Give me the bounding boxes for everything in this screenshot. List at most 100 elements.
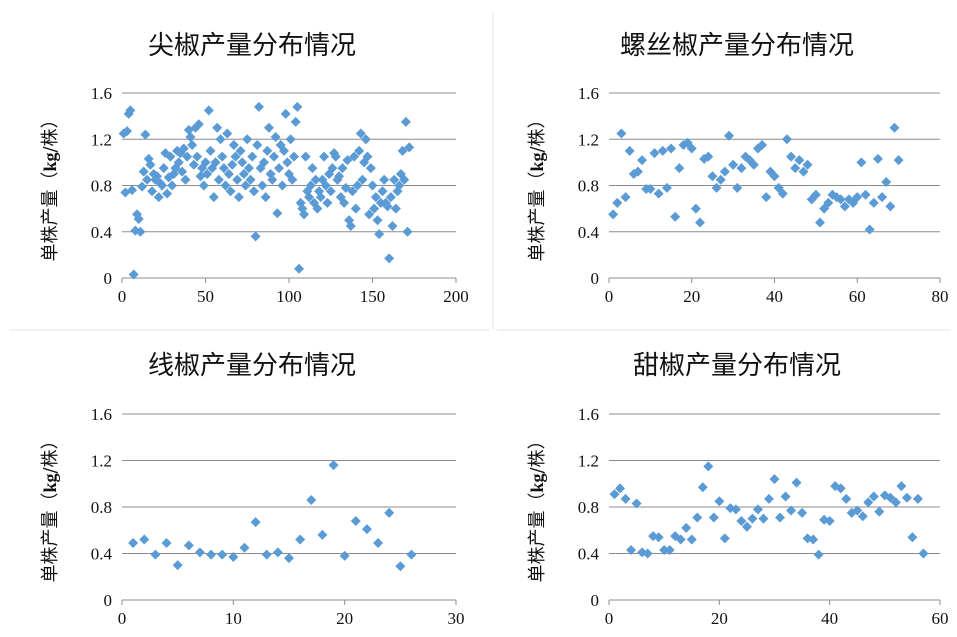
- data-point: [352, 180, 363, 191]
- data-point: [703, 151, 714, 162]
- data-point: [777, 188, 788, 199]
- x-tick-label: 40: [821, 609, 838, 628]
- data-point: [364, 209, 375, 220]
- x-tick-label: 80: [932, 287, 949, 306]
- data-point: [252, 140, 263, 151]
- data-point: [400, 116, 411, 127]
- data-point: [808, 534, 819, 545]
- x-tick-label: 150: [360, 287, 386, 306]
- data-point: [157, 180, 168, 191]
- data-point: [775, 512, 786, 523]
- data-point: [661, 182, 672, 193]
- data-point: [815, 217, 826, 228]
- data-point: [247, 151, 258, 162]
- data-point: [881, 177, 892, 188]
- data-point: [874, 506, 885, 517]
- data-point: [790, 163, 801, 174]
- data-point: [317, 529, 328, 540]
- data-point: [137, 181, 148, 192]
- chart-title: 线椒产量分布情况: [148, 351, 356, 381]
- data-point: [664, 545, 675, 556]
- data-point: [823, 197, 834, 208]
- data-point: [213, 174, 224, 185]
- data-point: [375, 197, 386, 208]
- data-point: [277, 180, 288, 191]
- data-point: [339, 550, 350, 561]
- data-point: [781, 134, 792, 145]
- data-point: [736, 515, 747, 526]
- data-point: [295, 534, 306, 545]
- data-point: [230, 151, 241, 162]
- data-point: [653, 532, 664, 543]
- data-point: [868, 491, 879, 502]
- chart-panel-2: 螺丝椒产量分布情况 0 0.4 0.8 1.2 1.6 0 20 40 60 80 单株产量（kg/株…: [527, 31, 949, 306]
- data-point: [337, 163, 348, 174]
- data-point: [397, 145, 408, 156]
- y-tick-label: 0.4: [91, 223, 113, 242]
- x-tick-label: 60: [849, 287, 866, 306]
- data-point: [872, 153, 883, 164]
- data-point: [741, 521, 752, 532]
- data-point: [719, 166, 730, 177]
- data-point: [268, 151, 279, 162]
- data-point: [616, 128, 627, 139]
- data-point: [761, 192, 772, 203]
- data-point: [215, 134, 226, 145]
- data-point: [659, 545, 670, 556]
- y-tick-label: 1.2: [91, 452, 112, 471]
- data-point: [379, 174, 390, 185]
- data-point: [852, 192, 863, 203]
- data-point: [612, 197, 623, 208]
- data-point: [835, 194, 846, 205]
- data-point: [632, 166, 643, 177]
- y-tick-label: 0.8: [91, 177, 112, 196]
- data-point: [885, 492, 896, 503]
- y-tick-label: 0.4: [578, 223, 600, 242]
- data-point: [210, 157, 221, 168]
- data-point: [373, 538, 384, 549]
- data-point: [250, 517, 261, 528]
- data-point: [666, 143, 677, 154]
- data-point: [262, 145, 273, 156]
- data-point: [188, 159, 199, 170]
- data-point: [223, 168, 234, 179]
- data-point: [278, 145, 289, 156]
- data-point: [748, 159, 759, 170]
- data-point: [285, 134, 296, 145]
- data-point: [320, 180, 331, 191]
- x-tick-label: 20: [336, 609, 353, 628]
- data-point: [690, 203, 701, 214]
- data-point: [390, 203, 401, 214]
- data-point: [798, 166, 809, 177]
- y-tick-label: 1.2: [578, 452, 599, 471]
- data-point: [620, 192, 631, 203]
- data-point: [312, 203, 323, 214]
- data-point: [142, 174, 153, 185]
- data-point: [128, 538, 139, 549]
- data-point: [384, 253, 395, 264]
- data-point: [161, 538, 172, 549]
- data-point: [145, 159, 156, 170]
- data-point: [703, 461, 714, 472]
- x-tick-label: 30: [448, 609, 465, 628]
- data-point: [394, 180, 405, 191]
- data-point: [205, 145, 216, 156]
- data-point: [340, 182, 351, 193]
- data-point: [233, 192, 244, 203]
- y-axis-label: 单株产量（kg/株）: [527, 110, 548, 261]
- data-point: [406, 549, 417, 560]
- data-point: [152, 171, 163, 182]
- data-point: [835, 483, 846, 494]
- data-point: [893, 155, 904, 166]
- data-point: [232, 174, 243, 185]
- data-point: [369, 203, 380, 214]
- data-point: [387, 220, 398, 231]
- data-point: [620, 493, 631, 504]
- data-point: [868, 197, 879, 208]
- data-point: [624, 145, 635, 156]
- chart-panel-4: 甜椒产量分布情况 0 0.4 0.8 1.2 1.6 0 20 40 60 单株产量（kg/株）: [527, 351, 949, 628]
- data-point: [355, 128, 366, 139]
- chart-title: 甜椒产量分布情况: [633, 351, 841, 381]
- data-point: [125, 105, 136, 116]
